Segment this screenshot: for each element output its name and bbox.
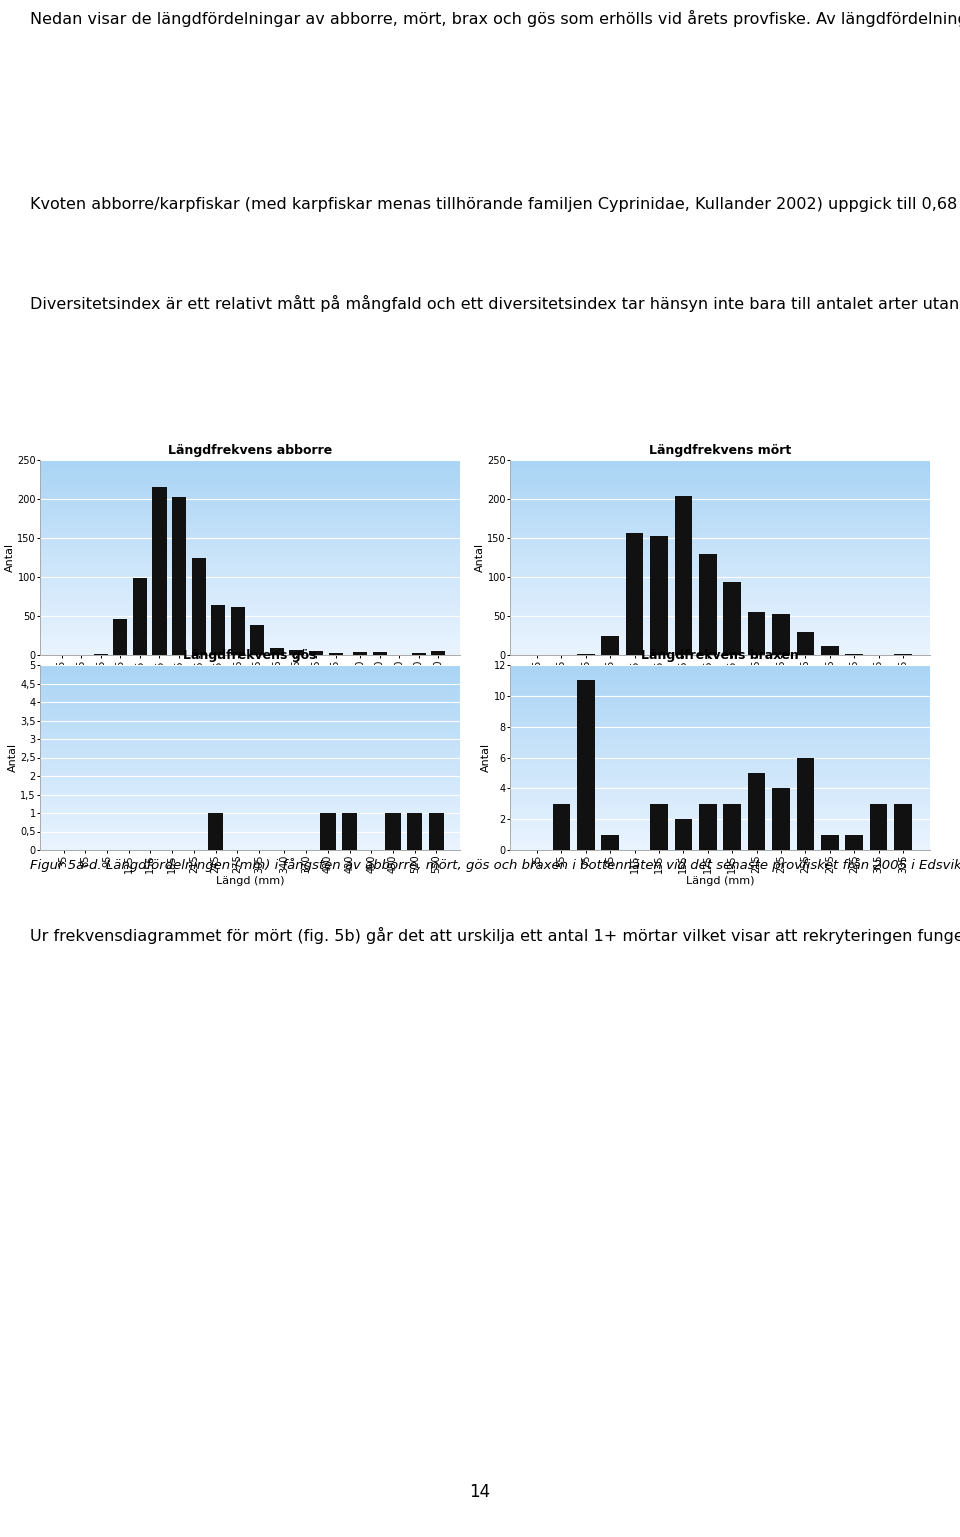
Bar: [724, 581, 741, 655]
Title: Längdfrekvens mört: Längdfrekvens mört: [649, 444, 791, 458]
X-axis label: Längd (mm): Längd (mm): [216, 681, 284, 690]
X-axis label: Längd (mm): Längd (mm): [685, 876, 755, 885]
Bar: [699, 553, 716, 655]
Bar: [577, 681, 594, 850]
Bar: [132, 578, 147, 655]
Bar: [172, 496, 186, 655]
Text: Kvoten abborre/karpfiskar (med karpfiskar menas tillhörande familjen Cyprinidae,: Kvoten abborre/karpfiskar (med karpfiska…: [30, 195, 960, 212]
Bar: [797, 758, 814, 850]
Bar: [748, 612, 765, 655]
Bar: [870, 804, 887, 850]
Bar: [412, 653, 426, 655]
Bar: [251, 624, 264, 655]
Bar: [821, 835, 839, 850]
Bar: [601, 635, 619, 655]
Bar: [429, 813, 444, 850]
Bar: [894, 804, 912, 850]
Bar: [650, 804, 668, 850]
Title: Längdfrekvens braxen: Längdfrekvens braxen: [641, 650, 799, 662]
Text: Ur frekvensdiagrammet för mört (fig. 5b) går det att urskilja ett antal 1+ mörta: Ur frekvensdiagrammet för mört (fig. 5b)…: [30, 925, 960, 944]
Bar: [309, 652, 324, 655]
Bar: [385, 813, 400, 850]
Y-axis label: Antal: Antal: [5, 543, 14, 572]
Bar: [772, 615, 790, 655]
X-axis label: Längd (mm): Längd (mm): [685, 681, 755, 690]
Bar: [230, 607, 245, 655]
Bar: [208, 813, 224, 850]
Bar: [211, 606, 226, 655]
Bar: [748, 773, 765, 850]
Bar: [372, 652, 387, 655]
Bar: [270, 649, 284, 655]
Text: 14: 14: [469, 1483, 491, 1502]
Text: Diversitetsindex är ett relativt mått på mångfald och ett diversitetsindex tar h: Diversitetsindex är ett relativt mått på…: [30, 295, 960, 312]
Bar: [153, 487, 166, 655]
Text: Figur 5a-d. Längdfördelningen (mm) i fångsten av abborre, mört, gös och braxen i: Figur 5a-d. Längdfördelningen (mm) i fån…: [30, 858, 960, 871]
Bar: [601, 835, 619, 850]
Bar: [553, 804, 570, 850]
Bar: [650, 536, 668, 655]
Bar: [353, 652, 367, 655]
Bar: [192, 558, 205, 655]
Title: Längdfrekvens gös: Längdfrekvens gös: [183, 650, 317, 662]
Bar: [320, 813, 336, 850]
Bar: [675, 496, 692, 655]
Y-axis label: Antal: Antal: [474, 543, 485, 572]
Bar: [699, 804, 716, 850]
Bar: [626, 533, 643, 655]
Bar: [342, 813, 357, 850]
Y-axis label: Antal: Antal: [8, 742, 17, 772]
Text: Nedan visar de längdfördelningar av abborre, mört, brax och gös som erhölls vid : Nedan visar de längdfördelningar av abbo…: [30, 11, 960, 28]
Bar: [328, 653, 343, 655]
Bar: [724, 804, 741, 850]
Title: Längdfrekvens abborre: Längdfrekvens abborre: [168, 444, 332, 458]
Bar: [772, 788, 790, 850]
Bar: [289, 650, 303, 655]
Bar: [113, 619, 128, 655]
Bar: [821, 647, 839, 655]
Bar: [431, 652, 445, 655]
Bar: [797, 632, 814, 655]
X-axis label: Längd (mm): Längd (mm): [216, 876, 284, 885]
Bar: [675, 819, 692, 850]
Bar: [407, 813, 422, 850]
Bar: [846, 835, 863, 850]
Y-axis label: Antal: Antal: [481, 742, 491, 772]
